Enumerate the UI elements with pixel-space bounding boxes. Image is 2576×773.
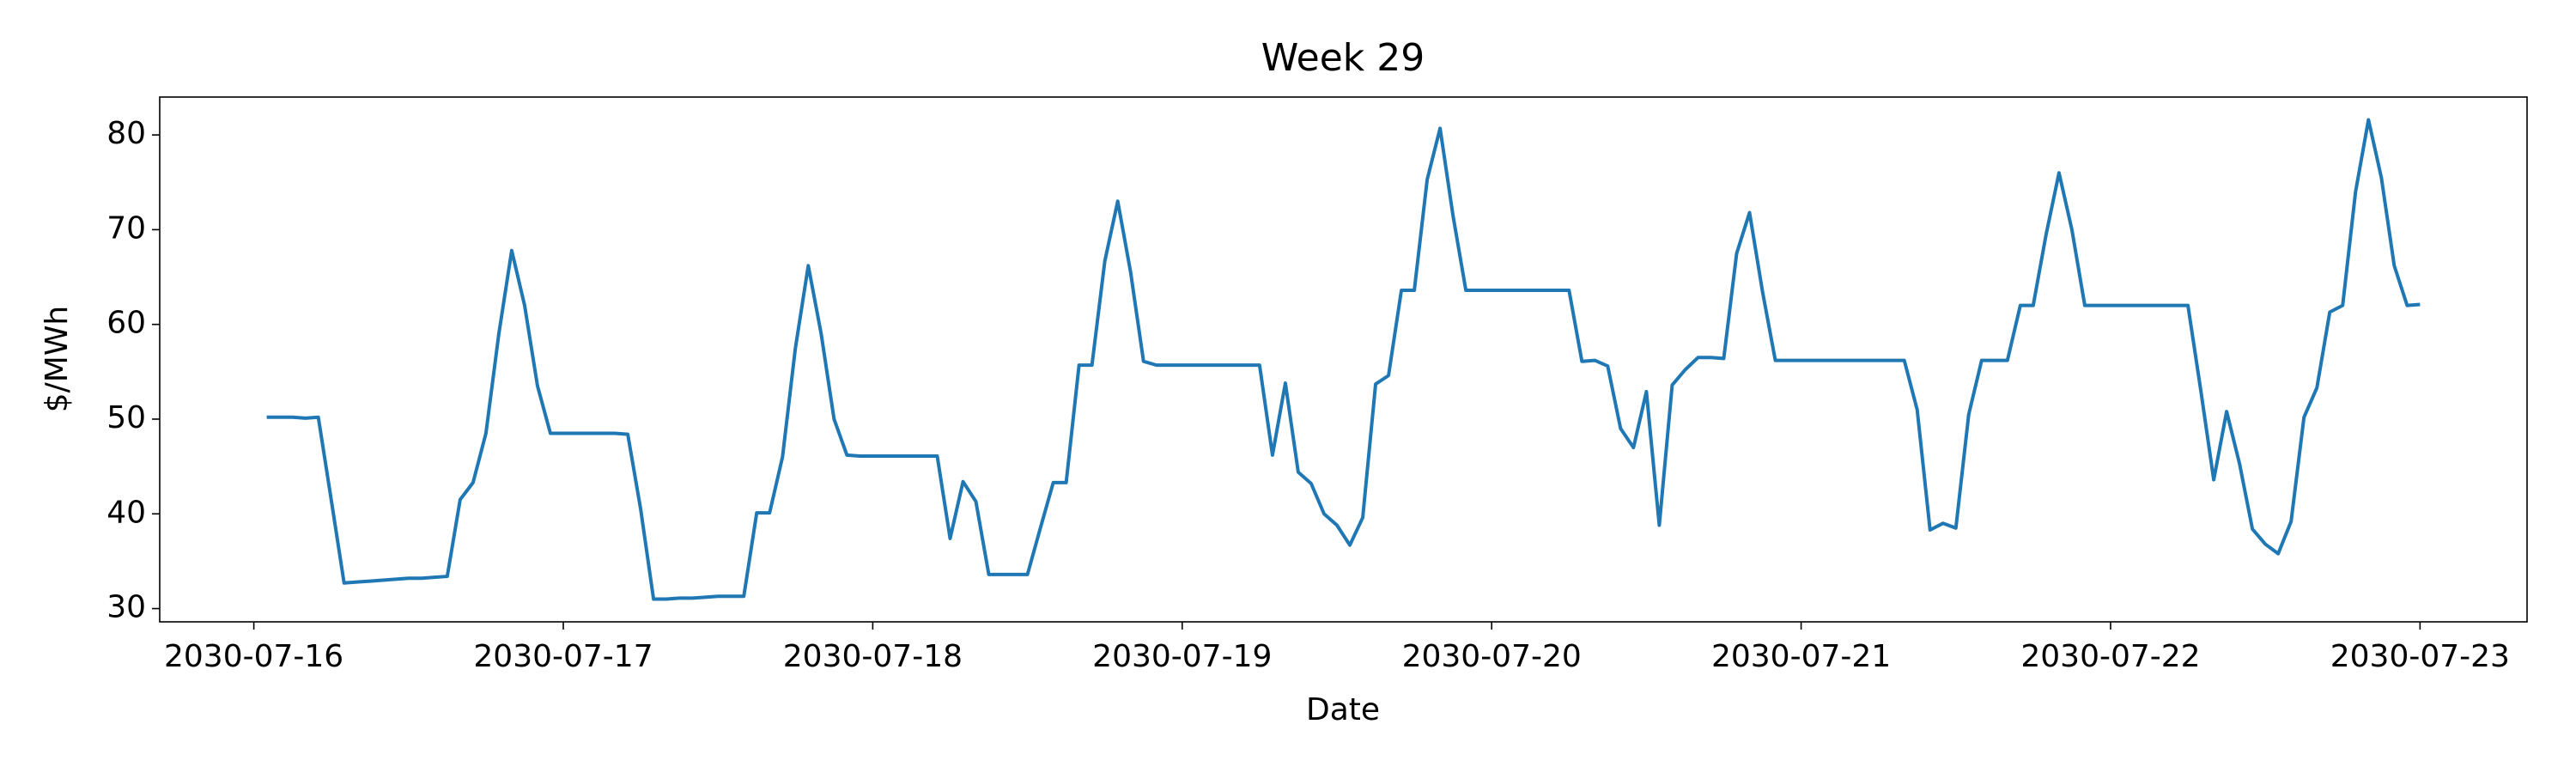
x-tick-label: 2030-07-17 [473, 639, 653, 674]
plot-frame [159, 96, 2528, 623]
x-tick-label: 2030-07-18 [783, 639, 963, 674]
y-tick-label: 80 [106, 116, 146, 151]
y-tick-label: 40 [106, 495, 146, 530]
x-axis-label: Date [1306, 692, 1380, 727]
x-tick-label: 2030-07-22 [2020, 639, 2200, 674]
y-tick-label: 30 [106, 590, 146, 625]
y-axis-label: $/MWh [39, 306, 75, 413]
x-tick-label: 2030-07-23 [2330, 639, 2510, 674]
x-tick-label: 2030-07-19 [1092, 639, 1272, 674]
y-tick-label: 50 [106, 400, 146, 435]
x-tick-label: 2030-07-21 [1711, 639, 1891, 674]
y-tick-label: 70 [106, 210, 146, 246]
price-line [266, 118, 2421, 601]
y-tick-label: 60 [106, 306, 146, 341]
x-tick-label: 2030-07-20 [1402, 639, 1582, 674]
chart-title: Week 29 [1261, 36, 1425, 80]
x-tick-label: 2030-07-16 [164, 639, 343, 674]
